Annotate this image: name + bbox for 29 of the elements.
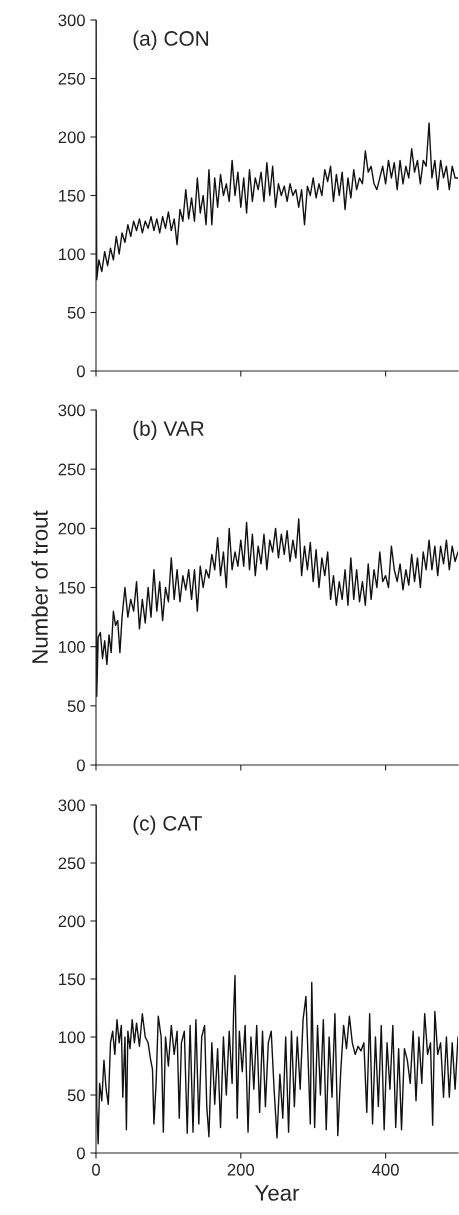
- y-tick-label: 250: [58, 72, 85, 85]
- y-tick-label: 300: [58, 799, 85, 812]
- y-tick-label: 100: [59, 641, 85, 653]
- y-tick-label: 150: [59, 189, 85, 202]
- chart-title: (b) VAR: [133, 420, 204, 441]
- y-tick-label: 50: [67, 1089, 85, 1102]
- y-tick-label: 300: [58, 14, 85, 27]
- x-tick-label: 0: [92, 1163, 100, 1176]
- x-tick-label: 400: [372, 1163, 399, 1176]
- y-tick-label: 200: [58, 131, 85, 144]
- y-tick-label: 100: [59, 1031, 85, 1044]
- y-tick-label: 0: [76, 759, 85, 772]
- y-tick-label: 250: [58, 463, 85, 476]
- chart-title: (c) CAT: [133, 815, 202, 835]
- x-axis-title: Year: [255, 1185, 300, 1201]
- x-tick-label: 200: [227, 1163, 255, 1176]
- y-tick-label: 50: [67, 700, 85, 713]
- y-tick-label: 200: [58, 522, 85, 535]
- y-tick-label: 200: [58, 915, 85, 928]
- y-tick-label: 0: [76, 1147, 85, 1160]
- chart-title: (a) CON: [133, 30, 209, 50]
- y-axis-title: Number of trout: [31, 510, 48, 663]
- y-tick-label: 50: [67, 306, 85, 319]
- y-tick-label: 150: [59, 581, 85, 594]
- y-tick-label: 0: [76, 365, 85, 378]
- y-tick-label: 300: [58, 404, 85, 417]
- y-tick-label: 250: [58, 857, 85, 870]
- y-tick-label: 100: [59, 248, 85, 261]
- y-tick-label: 150: [59, 973, 85, 986]
